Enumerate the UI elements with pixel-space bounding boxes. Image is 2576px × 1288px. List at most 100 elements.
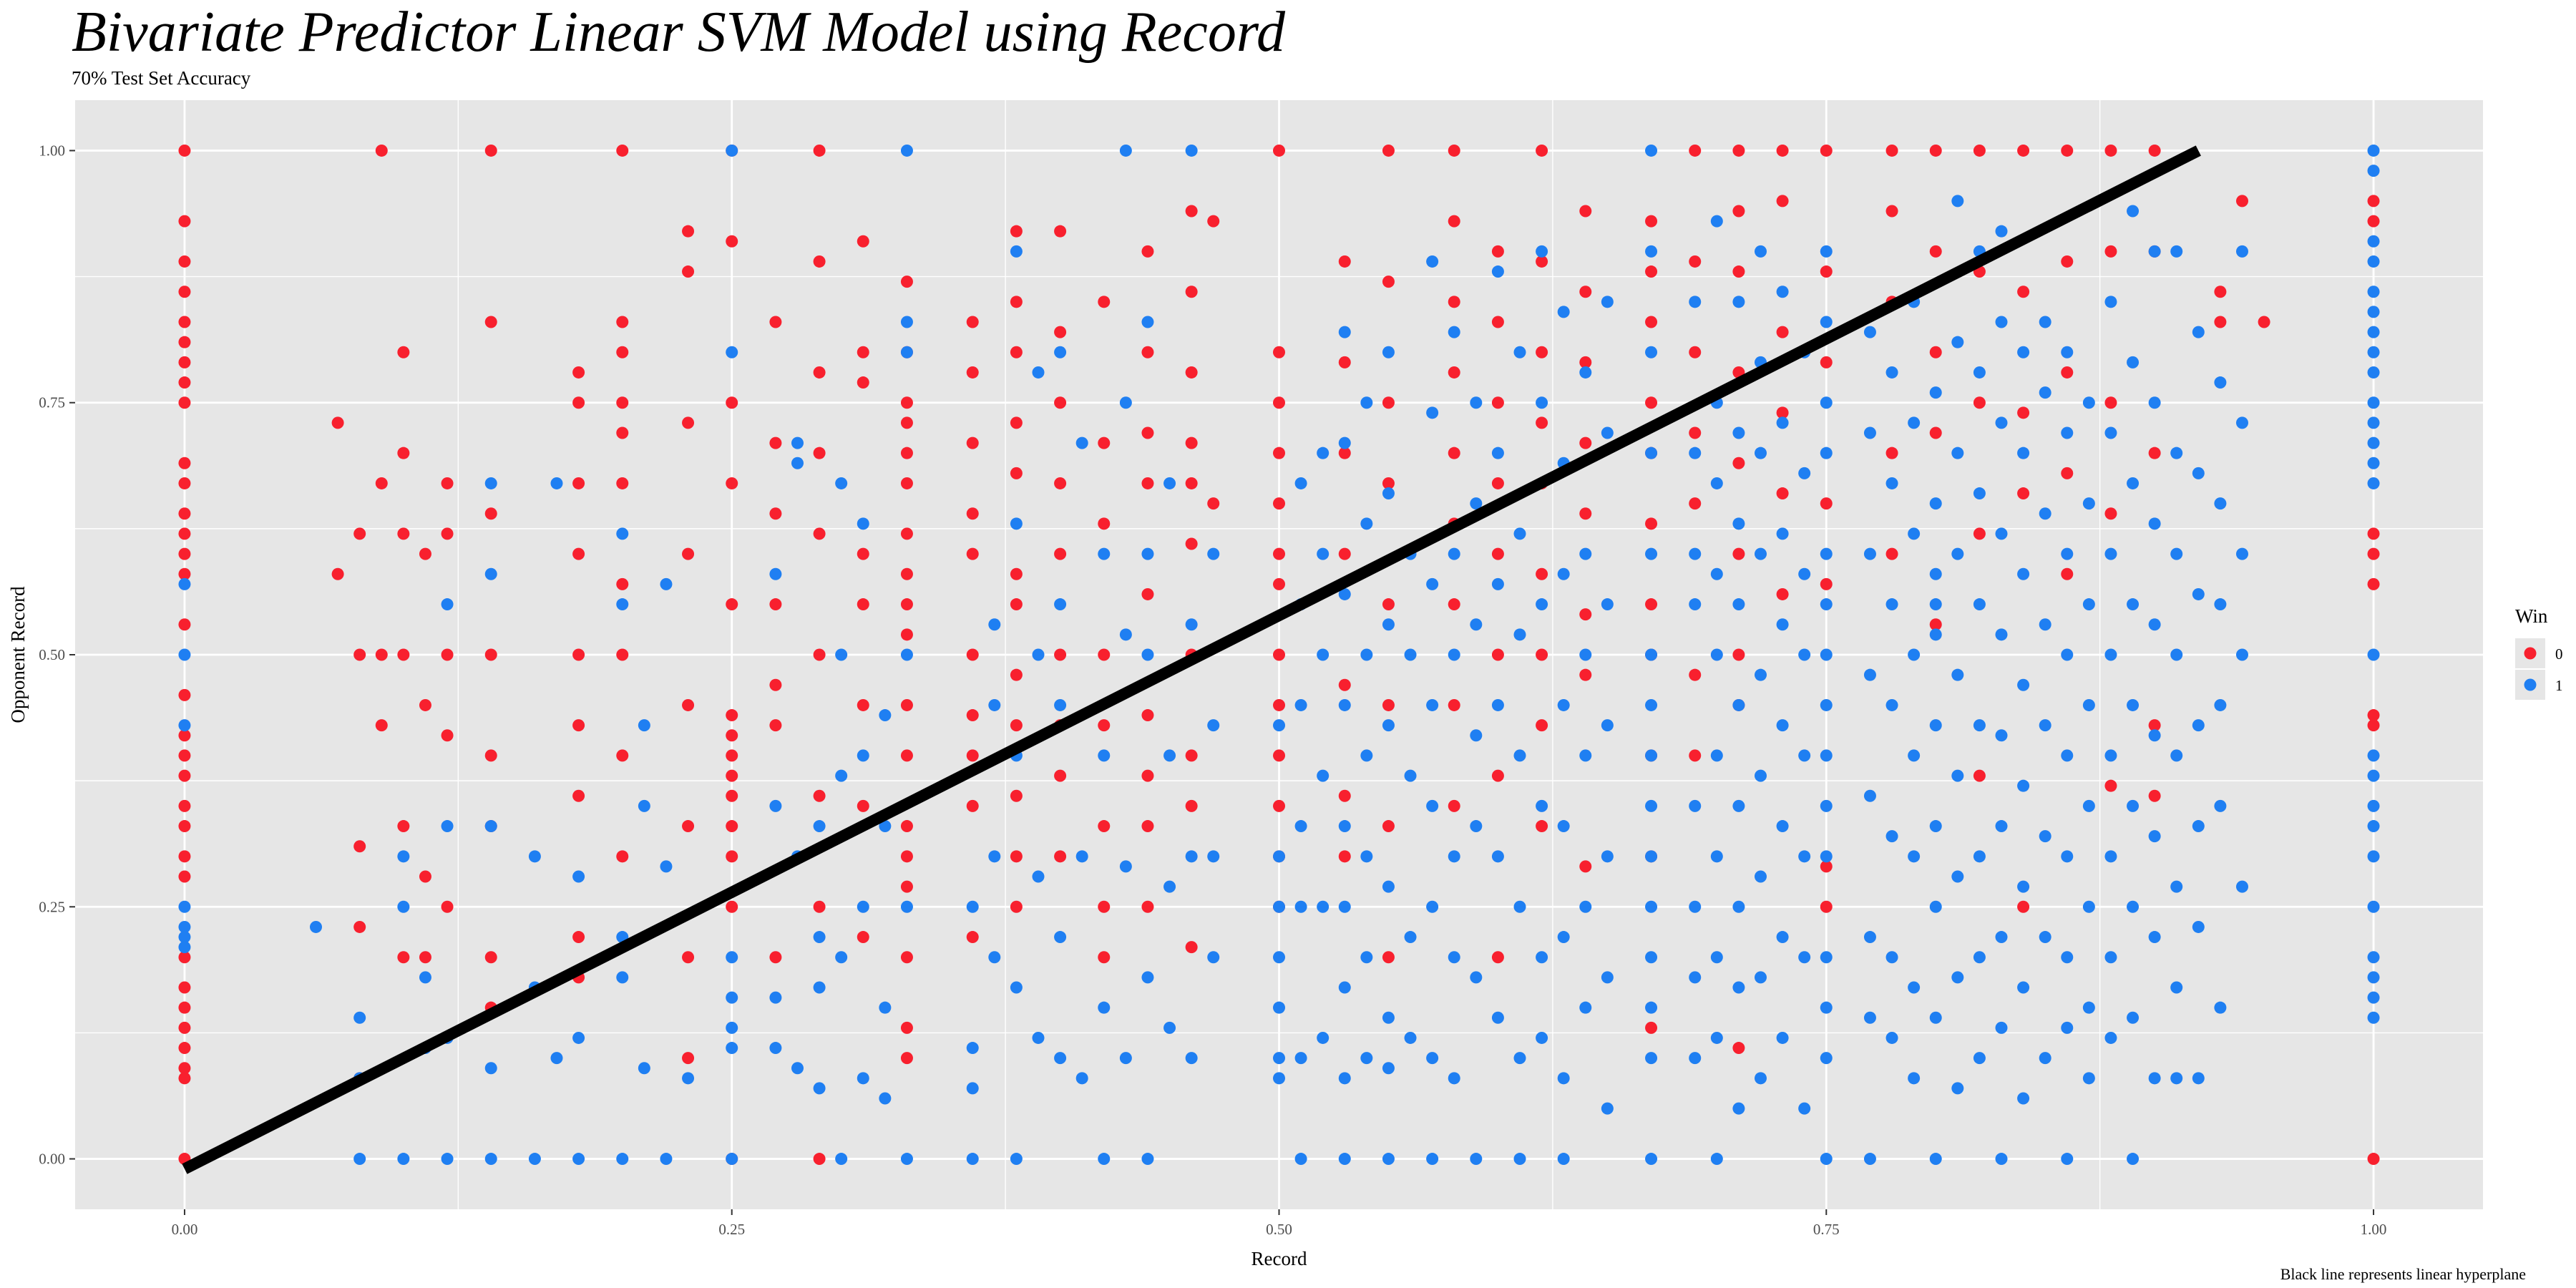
data-point-win-1 xyxy=(2104,547,2117,560)
data-point-win-1 xyxy=(2236,648,2248,661)
data-point-win-1 xyxy=(2236,245,2248,258)
data-point-win-1 xyxy=(2170,880,2183,893)
data-point-win-1 xyxy=(1273,1072,1285,1085)
data-point-win-1 xyxy=(1470,618,1483,631)
data-point-win-0 xyxy=(1338,447,1351,459)
data-point-win-1 xyxy=(1207,547,1220,560)
data-point-win-1 xyxy=(1820,1153,1833,1166)
data-point-win-1 xyxy=(1470,396,1483,409)
data-point-win-1 xyxy=(1491,850,1504,863)
data-point-win-1 xyxy=(900,900,913,913)
data-point-win-1 xyxy=(2017,567,2030,580)
data-point-win-1 xyxy=(1513,628,1526,641)
data-point-win-0 xyxy=(1141,245,1154,258)
data-point-win-0 xyxy=(331,416,344,429)
data-point-win-1 xyxy=(1098,1153,1111,1166)
data-point-win-0 xyxy=(484,648,497,661)
data-point-win-1 xyxy=(1820,799,1833,812)
data-point-win-0 xyxy=(726,729,738,742)
data-point-win-1 xyxy=(1755,1072,1767,1085)
data-point-win-0 xyxy=(769,507,782,520)
y-tick-label: 0.00 xyxy=(39,1151,65,1168)
data-point-win-0 xyxy=(1054,769,1067,782)
y-axis-label: Opponent Record xyxy=(7,586,29,723)
data-point-win-1 xyxy=(1645,799,1658,812)
data-point-win-1 xyxy=(1185,618,1198,631)
data-point-win-1 xyxy=(528,850,541,863)
data-point-win-0 xyxy=(900,749,913,762)
data-point-win-1 xyxy=(966,1082,979,1095)
data-point-win-1 xyxy=(1601,1102,1614,1115)
data-point-win-0 xyxy=(419,870,431,883)
data-point-win-1 xyxy=(2082,598,2095,611)
data-point-win-0 xyxy=(484,951,497,964)
data-point-win-1 xyxy=(1382,1153,1395,1166)
data-point-win-0 xyxy=(900,880,913,893)
data-point-win-1 xyxy=(835,1153,848,1166)
data-point-win-1 xyxy=(1141,971,1154,984)
data-point-win-1 xyxy=(2192,820,2205,833)
data-point-win-0 xyxy=(616,850,629,863)
data-point-win-0 xyxy=(1885,205,1898,218)
data-point-win-1 xyxy=(1426,577,1439,590)
data-point-win-0 xyxy=(1645,265,1658,278)
data-point-win-1 xyxy=(791,436,804,449)
data-point-win-0 xyxy=(2214,316,2227,328)
data-point-win-1 xyxy=(1820,447,1833,459)
data-point-win-0 xyxy=(1645,215,1658,228)
data-point-win-1 xyxy=(1557,306,1570,318)
data-point-win-0 xyxy=(2017,406,2030,419)
data-point-win-0 xyxy=(1010,225,1023,238)
data-point-win-1 xyxy=(1820,547,1833,560)
data-point-win-1 xyxy=(1448,951,1460,964)
data-point-win-1 xyxy=(1645,346,1658,358)
data-point-win-1 xyxy=(2367,144,2380,157)
data-point-win-1 xyxy=(178,577,191,590)
data-point-win-0 xyxy=(1885,144,1898,157)
data-point-win-1 xyxy=(1755,769,1767,782)
data-point-win-1 xyxy=(2039,719,2051,732)
data-point-win-1 xyxy=(1689,598,1702,611)
data-point-win-0 xyxy=(1054,850,1067,863)
data-point-win-1 xyxy=(1470,971,1483,984)
data-point-win-1 xyxy=(1732,900,1745,913)
data-point-win-1 xyxy=(1338,698,1351,711)
data-point-win-1 xyxy=(2082,1001,2095,1014)
data-point-win-0 xyxy=(178,507,191,520)
data-point-win-0 xyxy=(1338,789,1351,802)
data-point-win-1 xyxy=(1951,195,1964,208)
data-point-win-0 xyxy=(1732,457,1745,469)
data-point-win-1 xyxy=(1995,225,2008,238)
data-point-win-1 xyxy=(1951,336,1964,348)
data-point-win-1 xyxy=(857,749,869,762)
data-point-win-1 xyxy=(2017,678,2030,691)
data-point-win-1 xyxy=(1645,749,1658,762)
data-points xyxy=(178,144,2380,1166)
data-point-win-1 xyxy=(1951,1082,1964,1095)
data-point-win-0 xyxy=(1929,144,1942,157)
data-point-win-1 xyxy=(441,598,454,611)
data-point-win-1 xyxy=(879,820,892,833)
data-point-win-1 xyxy=(1951,447,1964,459)
data-point-win-0 xyxy=(178,618,191,631)
data-point-win-1 xyxy=(616,527,629,540)
data-point-win-1 xyxy=(1798,467,1811,479)
x-tick-label: 0.75 xyxy=(1813,1221,1840,1238)
data-point-win-1 xyxy=(1820,598,1833,611)
data-point-win-0 xyxy=(1448,215,1460,228)
data-point-win-1 xyxy=(1710,1153,1723,1166)
data-point-win-0 xyxy=(1776,487,1789,500)
data-point-win-0 xyxy=(1338,850,1351,863)
data-point-win-0 xyxy=(1098,820,1111,833)
data-point-win-1 xyxy=(441,820,454,833)
data-point-win-1 xyxy=(1689,900,1702,913)
data-point-win-0 xyxy=(178,769,191,782)
data-point-win-1 xyxy=(1820,749,1833,762)
data-point-win-1 xyxy=(1119,1052,1132,1065)
data-point-win-0 xyxy=(1820,497,1833,510)
data-point-win-0 xyxy=(966,709,979,722)
data-point-win-0 xyxy=(2148,719,2161,732)
data-point-win-0 xyxy=(1579,507,1592,520)
data-point-win-1 xyxy=(178,941,191,954)
data-point-win-1 xyxy=(1032,366,1045,379)
